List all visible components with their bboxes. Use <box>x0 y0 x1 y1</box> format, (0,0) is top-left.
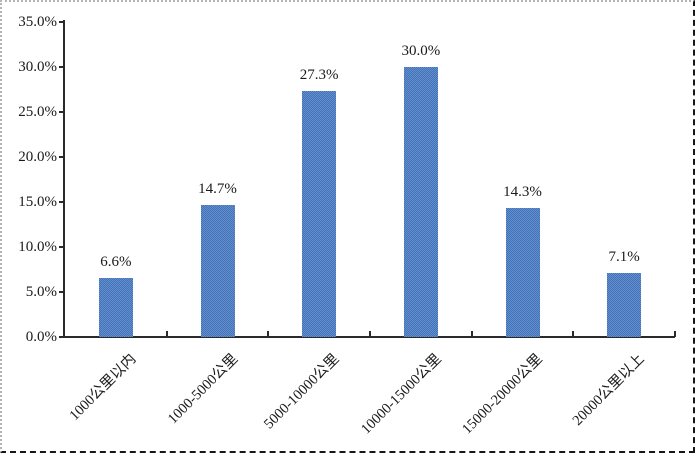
x-axis-tick-mark <box>674 331 676 337</box>
x-axis-tick-mark <box>267 331 270 337</box>
bar <box>607 273 642 337</box>
bar-value-label: 14.3% <box>503 184 542 201</box>
bar <box>98 277 133 337</box>
y-axis-tick-mark <box>59 201 65 203</box>
x-axis-tick-mark <box>165 331 168 337</box>
y-axis-tick-mark <box>59 111 65 113</box>
bar <box>200 204 235 337</box>
y-axis-line <box>63 20 65 338</box>
y-axis-tick-label: 5.0% <box>25 284 57 300</box>
y-axis-tick-label: 0.0% <box>25 329 57 345</box>
x-axis-category-label: 10000-15000公里 <box>357 351 445 438</box>
bar <box>403 67 438 337</box>
y-axis-tick-label: 10.0% <box>18 239 57 255</box>
y-axis-tick-mark <box>59 66 65 68</box>
y-axis-tick-label: 30.0% <box>18 59 57 75</box>
x-axis-line <box>63 336 675 338</box>
y-axis-tick-mark <box>59 21 65 23</box>
y-axis-tick-label: 35.0% <box>18 14 57 30</box>
y-axis-tick-mark <box>59 246 65 248</box>
x-axis-category-label: 1000公里以内 <box>66 351 140 424</box>
bar-value-label: 6.6% <box>100 253 132 270</box>
bar-value-label: 14.7% <box>198 180 237 197</box>
bar-value-label: 7.1% <box>608 249 640 266</box>
y-axis-tick-label: 25.0% <box>18 104 57 120</box>
x-axis-tick-mark <box>572 331 575 337</box>
x-axis-tick-mark <box>369 331 371 337</box>
y-axis-tick-label: 15.0% <box>18 194 57 210</box>
y-axis-tick-mark <box>59 156 65 158</box>
y-axis-tick-mark <box>59 291 65 293</box>
bar <box>505 208 540 337</box>
bar <box>302 91 337 337</box>
y-axis-tick-mark <box>59 336 65 338</box>
bar-value-label: 27.3% <box>299 67 339 84</box>
x-axis-tick-mark <box>470 331 473 337</box>
x-axis-category-label: 20000公里以上 <box>569 351 648 429</box>
x-axis-category-label: 1000-5000公里 <box>164 351 241 428</box>
bar-value-label: 30.0% <box>401 43 441 59</box>
x-axis-category-label: 15000-20000公里 <box>459 351 546 438</box>
y-axis-tick-label: 20.0% <box>18 149 57 165</box>
x-axis-category-label: 5000-10000公里 <box>261 351 343 433</box>
